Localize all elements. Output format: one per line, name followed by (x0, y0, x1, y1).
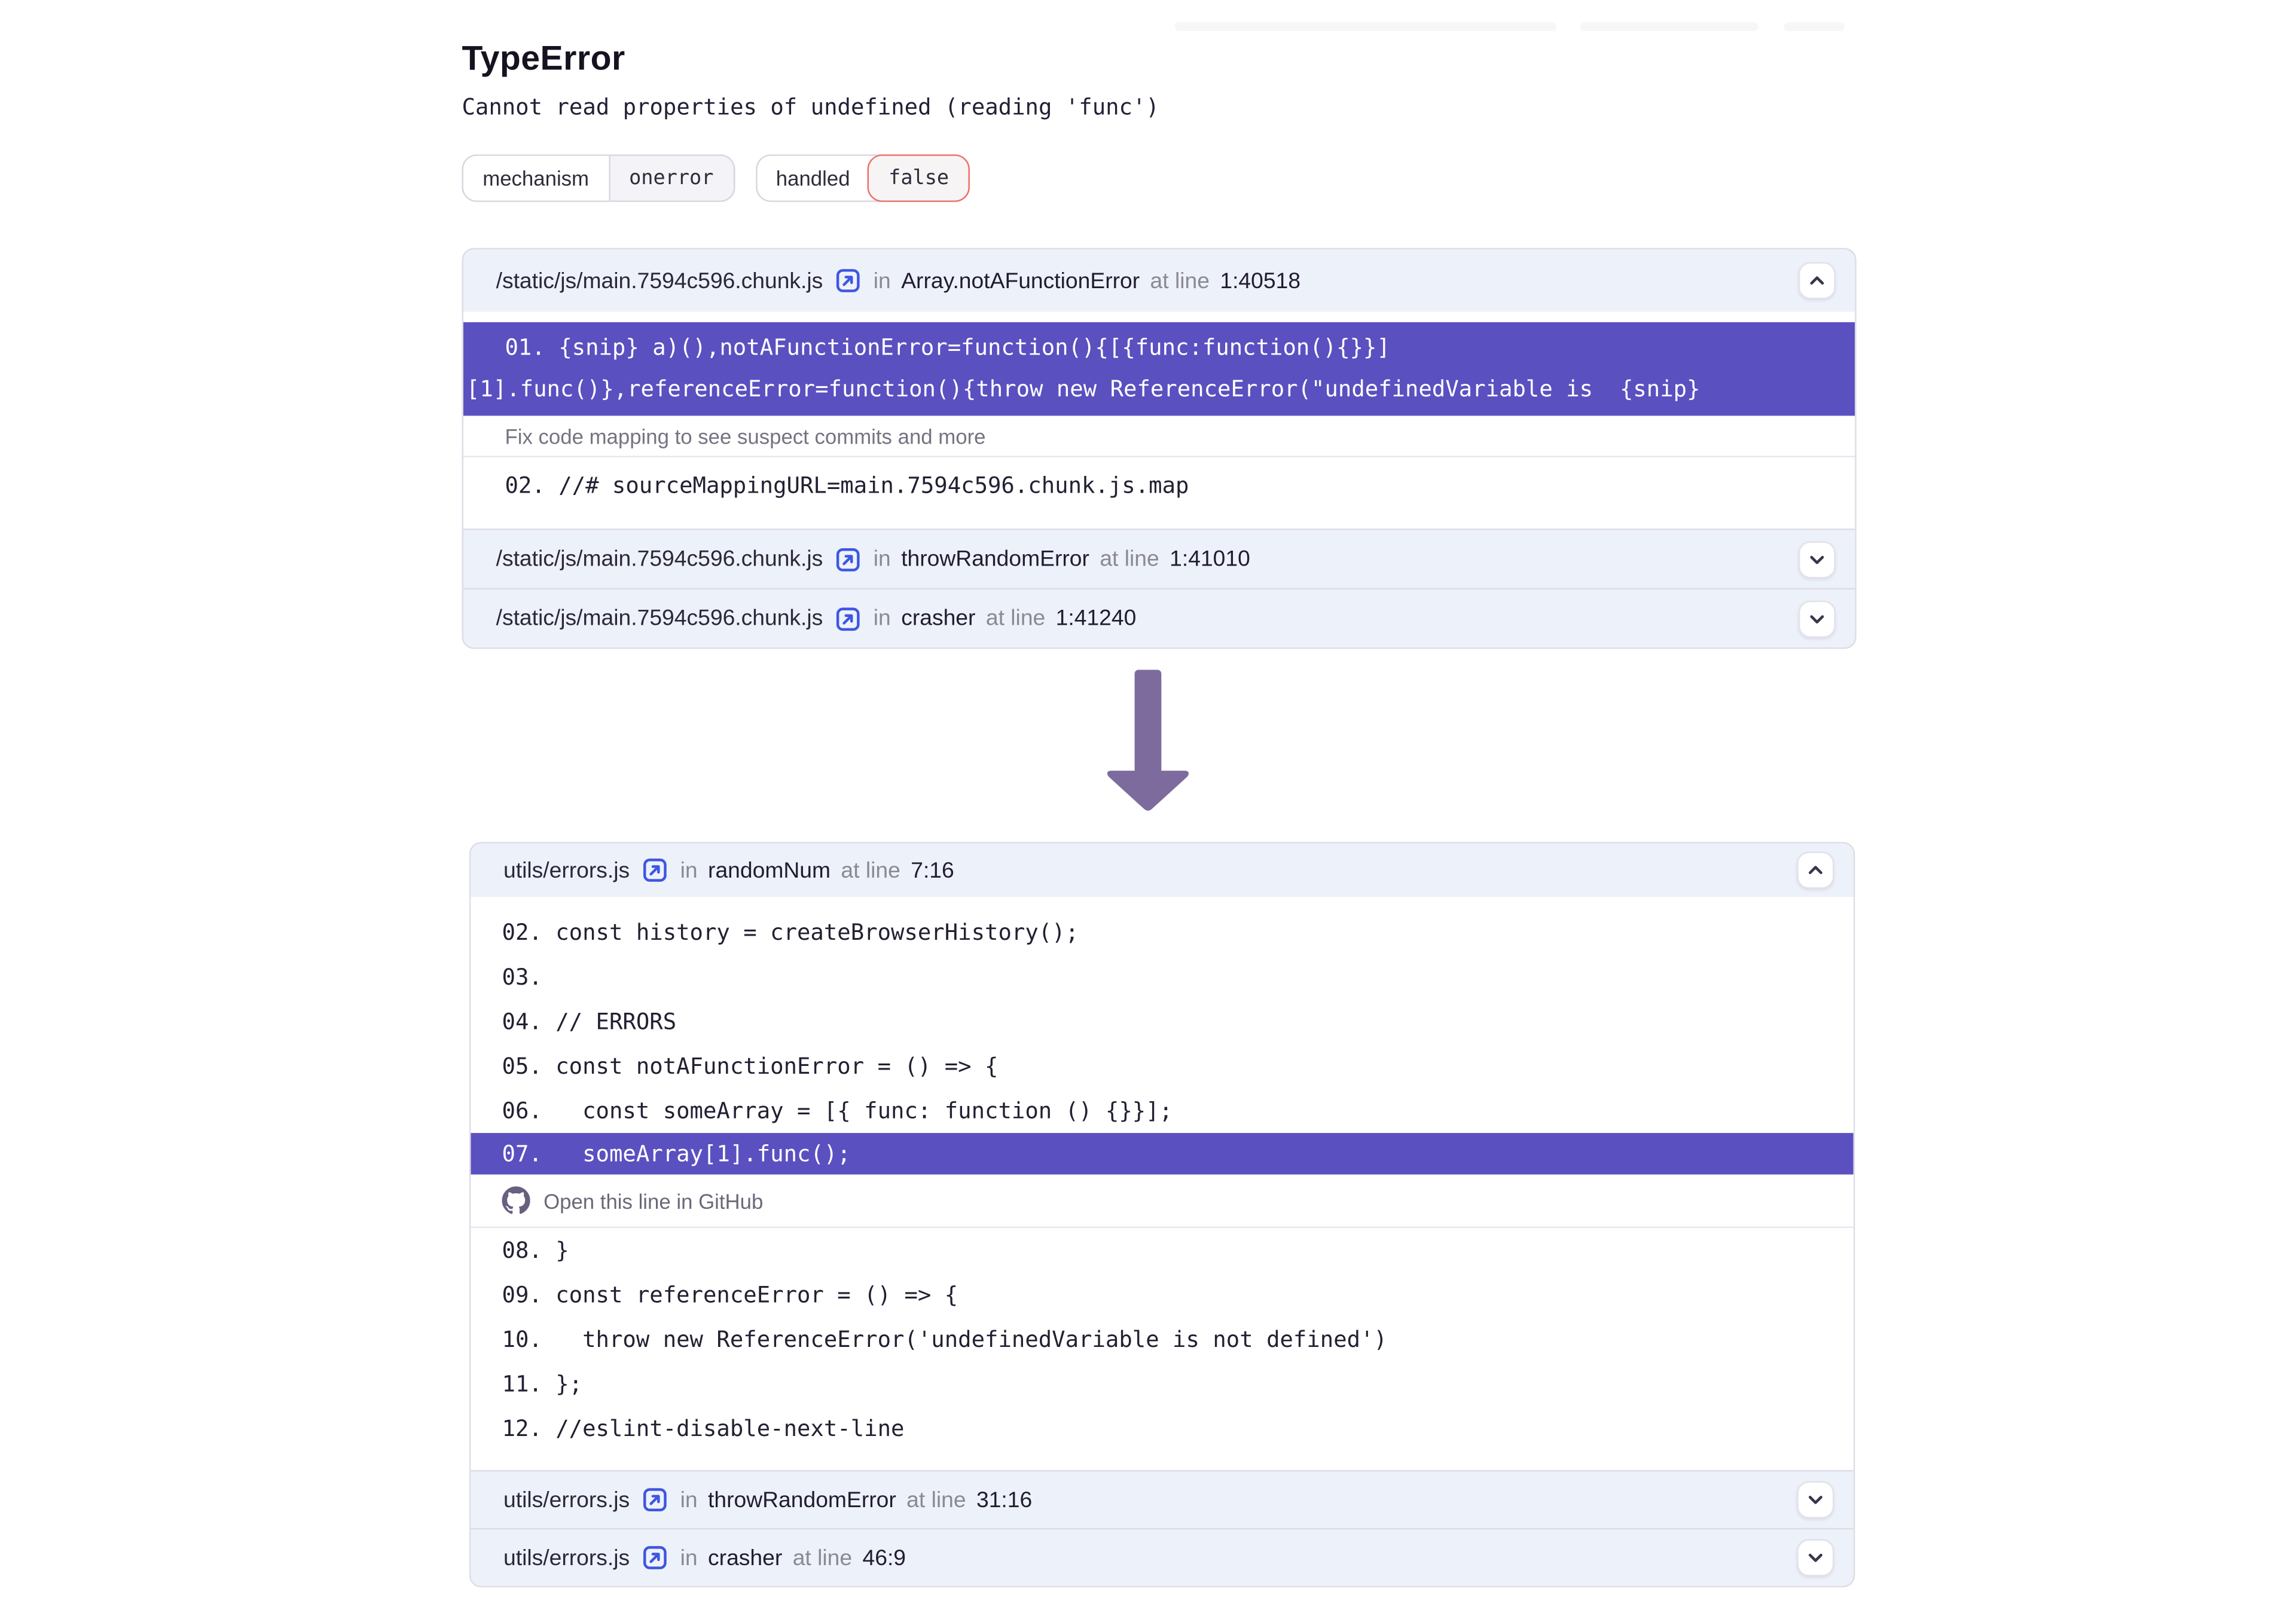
in-label: in (873, 546, 891, 572)
frame-line-number: 1:41010 (1170, 546, 1250, 572)
code-context: 01. {snip} a)(),notAFunctionError=functi… (463, 311, 1855, 529)
external-link-icon[interactable] (643, 1546, 667, 1570)
highlighted-code-block: 01. {snip} a)(),notAFunctionError=functi… (463, 322, 1855, 416)
external-link-icon[interactable] (836, 607, 860, 631)
error-message: Cannot read properties of undefined (rea… (462, 93, 1159, 121)
collapsed-frame-row[interactable]: /static/js/main.7594c596.chunk.js in thr… (463, 528, 1855, 588)
chevron-up-icon (1809, 866, 1822, 875)
code-line: 02. const history = createBrowserHistory… (471, 910, 1854, 955)
frame-file-link[interactable]: /static/js/main.7594c596.chunk.js (496, 268, 823, 294)
in-label: in (680, 1487, 698, 1513)
highlighted-code-line: 01. {snip} a)(),notAFunctionError=functi… (505, 334, 1390, 361)
at-line-label: at line (1150, 268, 1210, 294)
code-line: 03. (471, 955, 1854, 1000)
chevron-down-icon (1810, 555, 1824, 564)
at-line-label: at line (841, 857, 900, 883)
frame-file-link[interactable]: /static/js/main.7594c596.chunk.js (496, 546, 823, 572)
frame-file-link[interactable]: utils/errors.js (503, 1545, 630, 1571)
code-bottom-padding (471, 1450, 1854, 1470)
frame-line-number: 31:16 (976, 1487, 1033, 1513)
in-label: in (680, 857, 698, 883)
tag-list: mechanism onerror handled false (462, 154, 970, 202)
frame-line-number: 46:9 (862, 1545, 906, 1571)
code-top-padding (471, 897, 1854, 911)
frame-file-link[interactable]: /static/js/main.7594c596.chunk.js (496, 606, 823, 631)
frame-function: Array.notAFunctionError (901, 268, 1140, 294)
frame-function: crasher (708, 1545, 783, 1571)
fix-code-mapping-link[interactable]: Fix code mapping to see suspect commits … (463, 415, 1855, 458)
frame-function: throwRandomError (708, 1487, 896, 1513)
code-line: 11. }; (471, 1361, 1854, 1407)
in-label: in (873, 606, 891, 631)
frame-function: crasher (901, 606, 976, 631)
expand-frame-button[interactable] (1797, 1481, 1834, 1519)
code-bottom-padding (463, 514, 1855, 529)
chevron-down-icon (1810, 614, 1824, 623)
frame-file-link[interactable]: utils/errors.js (503, 857, 630, 883)
truncated-ui-bar (1784, 22, 1845, 32)
code-context: 02. const history = createBrowserHistory… (471, 897, 1854, 1470)
frame-line-number: 1:40518 (1220, 268, 1301, 294)
at-line-label: at line (792, 1545, 853, 1571)
stack-trace-card-source: utils/errors.js in randomNum at line 7:1… (469, 842, 1855, 1588)
code-line: 06. const someArray = [{ func: function … (471, 1088, 1854, 1134)
expand-frame-button[interactable] (1797, 1539, 1834, 1576)
code-line: 08. } (471, 1228, 1854, 1273)
chevron-down-icon (1809, 1553, 1822, 1562)
down-arrow (1106, 670, 1189, 811)
tag-handled[interactable]: handled false (755, 154, 970, 202)
code-line: 09. const referenceError = () => { (471, 1272, 1854, 1318)
at-line-label: at line (1100, 546, 1159, 572)
external-link-icon[interactable] (836, 269, 860, 293)
tag-key: mechanism (463, 155, 609, 201)
in-label: in (680, 1545, 698, 1571)
expand-frame-button[interactable] (1798, 540, 1836, 578)
chevron-up-icon (1810, 276, 1824, 285)
collapse-frame-button[interactable] (1798, 262, 1836, 300)
code-line: 04. // ERRORS (471, 999, 1854, 1044)
page-title: TypeError (462, 38, 625, 78)
frame-header[interactable]: /static/js/main.7594c596.chunk.js in Arr… (463, 249, 1855, 312)
collapsed-frame-row[interactable]: utils/errors.js in crasher at line 46:9 (471, 1527, 1854, 1586)
tag-value: onerror (608, 155, 733, 201)
frame-function: throwRandomError (901, 546, 1089, 572)
collapsed-frame-row[interactable]: utils/errors.js in throwRandomError at l… (471, 1469, 1854, 1528)
collapse-frame-button[interactable] (1797, 851, 1834, 889)
tag-value-error: false (868, 154, 970, 202)
code-line: 10. throw new ReferenceError('undefinedV… (471, 1317, 1854, 1362)
highlighted-code-line: [1].func()},referenceError=function(){th… (466, 375, 1700, 403)
frame-line-number: 7:16 (911, 857, 954, 883)
frame-header[interactable]: utils/errors.js in randomNum at line 7:1… (471, 843, 1854, 897)
github-icon (502, 1186, 530, 1214)
expand-frame-button[interactable] (1798, 600, 1836, 637)
truncated-ui-bar (1580, 22, 1758, 32)
in-label: in (873, 268, 891, 294)
frame-file-link[interactable]: utils/errors.js (503, 1487, 630, 1513)
code-line: 05. const notAFunctionError = () => { (471, 1044, 1854, 1089)
open-in-github-label: Open this line in GitHub (544, 1189, 764, 1213)
open-in-github-link[interactable]: Open this line in GitHub (471, 1174, 1854, 1229)
code-top-padding (463, 311, 1855, 322)
frame-line-number: 1:41240 (1055, 606, 1137, 631)
code-line: 12. //eslint-disable-next-line (471, 1406, 1854, 1451)
truncated-ui-bar (1174, 22, 1557, 32)
tag-key: handled (756, 155, 869, 201)
tag-mechanism[interactable]: mechanism onerror (462, 154, 735, 202)
external-link-icon[interactable] (643, 1488, 667, 1512)
stack-trace-card-minified: /static/js/main.7594c596.chunk.js in Arr… (462, 248, 1857, 649)
at-line-label: at line (906, 1487, 966, 1513)
highlighted-code-line: 07. someArray[1].func(); (471, 1133, 1854, 1175)
external-link-icon[interactable] (836, 547, 860, 571)
chevron-down-icon (1809, 1496, 1822, 1504)
external-link-icon[interactable] (643, 858, 667, 882)
at-line-label: at line (985, 606, 1046, 631)
collapsed-frame-row[interactable]: /static/js/main.7594c596.chunk.js in cra… (463, 588, 1855, 647)
frame-function: randomNum (708, 857, 831, 883)
code-line: 02. //# sourceMappingURL=main.7594c596.c… (463, 457, 1855, 514)
